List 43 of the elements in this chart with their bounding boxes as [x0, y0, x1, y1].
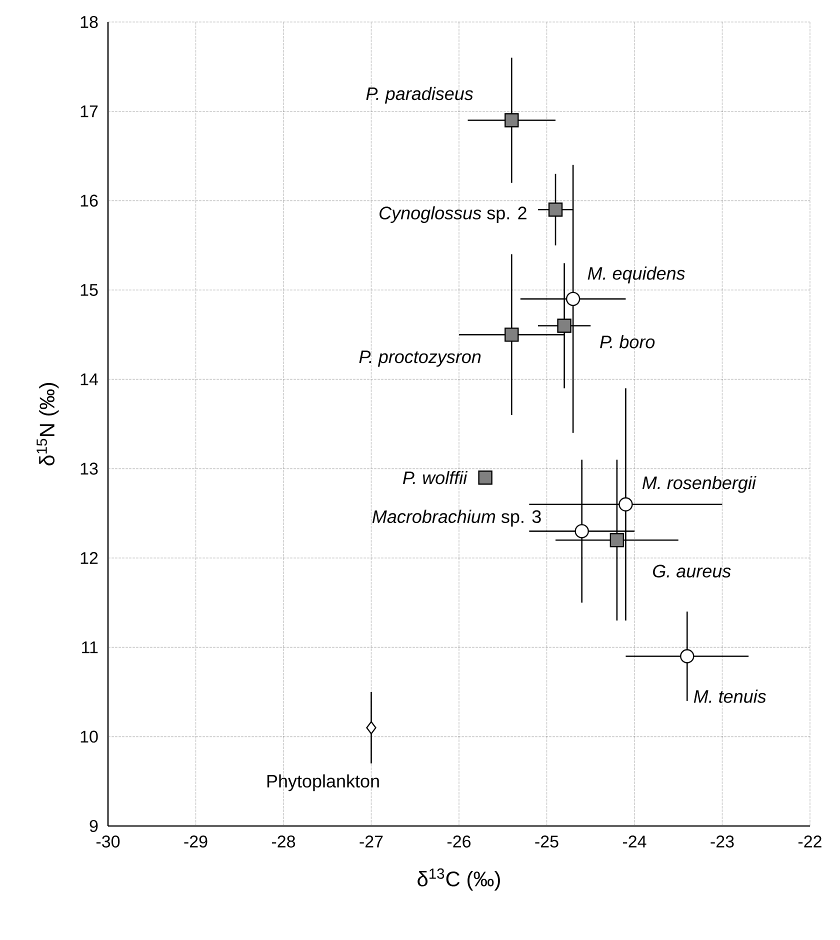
- annotation: P. paradiseus: [366, 86, 474, 104]
- point: [548, 202, 563, 217]
- y-tick-label: 17: [80, 105, 98, 118]
- annotation: G. aureus: [653, 564, 731, 578]
- annotation: P. proctozysron: [359, 350, 481, 367]
- y-axis-title: δ$^{15}$N (‰): [36, 383, 59, 466]
- point: [574, 524, 589, 538]
- y-tick-label: 14: [80, 373, 98, 386]
- point: [610, 533, 624, 548]
- annotation: Phytoplankton: [267, 774, 379, 792]
- y-tick-label: 10: [80, 730, 98, 743]
- y-tick-label: 12: [80, 552, 98, 564]
- y-tick-label: 16: [80, 194, 98, 207]
- annotation: M. equidens: [588, 266, 685, 284]
- x-tick-label: -28: [272, 836, 296, 848]
- point: [557, 318, 572, 333]
- x-axis-title: δ$^{13}$C (‰): [418, 868, 500, 891]
- annotation: P. wolffii: [402, 470, 468, 484]
- annotation: Macrobrachium sp. 3: [372, 510, 541, 527]
- x-tick-label: -26: [447, 836, 471, 848]
- y-tick-label: 11: [82, 641, 98, 654]
- x-tick-label: -23: [710, 836, 734, 848]
- x-tick-label: -30: [96, 836, 120, 848]
- x-tick-label: -29: [184, 836, 208, 848]
- annotation: P. boro: [600, 335, 655, 348]
- annotation: M. rosenbergii: [642, 476, 756, 493]
- x-tick-label: -27: [360, 836, 383, 848]
- y-tick-label: 13: [80, 462, 98, 475]
- point: [504, 328, 519, 342]
- y-tick-label: 18: [80, 16, 98, 28]
- point: [478, 470, 492, 485]
- annotation: M. tenuis: [694, 690, 766, 703]
- annotation: Cynoglossus sp. 2: [380, 206, 526, 223]
- point: [504, 113, 519, 128]
- x-tick-label: -24: [622, 836, 646, 848]
- point: [680, 649, 694, 664]
- y-tick-label: 15: [80, 284, 98, 296]
- point: [618, 497, 633, 512]
- x-tick-label: -25: [535, 836, 558, 848]
- y-tick-label: 9: [90, 820, 98, 832]
- x-tick-label: -22: [798, 836, 822, 848]
- point: [566, 292, 580, 306]
- point: [366, 721, 376, 734]
